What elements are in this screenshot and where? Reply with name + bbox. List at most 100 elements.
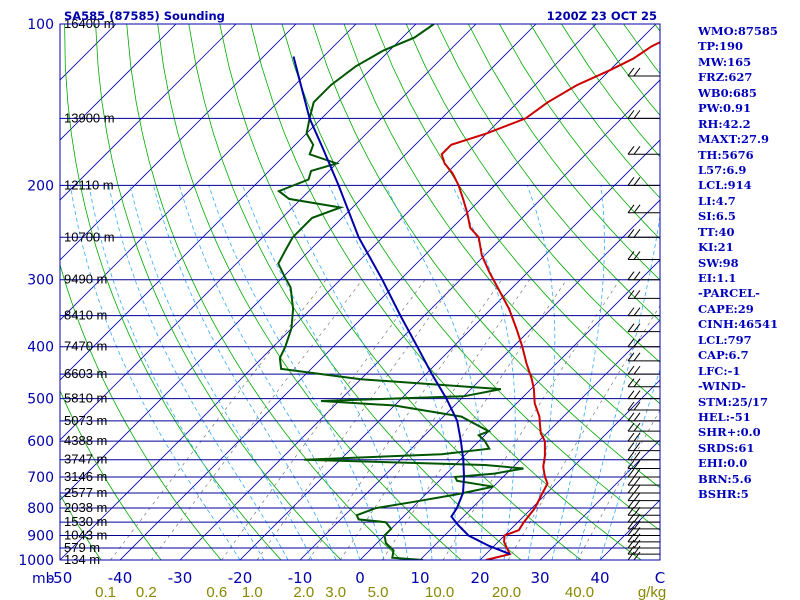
isotherm-line [60,24,297,261]
wind-barb [627,110,660,119]
mixing-ratio-line [256,279,457,560]
pressure-tick-label: 400 [27,340,54,356]
wind-barb [627,338,660,348]
station-title: SA585 (87585) Sounding [64,9,225,23]
wind-barb-flag [633,545,641,555]
wind-barb [627,177,660,186]
wind-barb-flag [633,422,641,432]
mixing-ratio-line [151,279,363,560]
dry-adiabat-line [188,24,522,560]
wind-barb-flag [627,451,635,461]
index-item: MW:165 [698,54,752,69]
temperature-tick-label: -50 [48,569,73,587]
wind-barb-flag [627,110,635,119]
mixing-ratio-line [221,279,426,560]
index-item: SI:6.5 [698,209,736,224]
index-item: SHR+:0.0 [698,425,761,440]
wind-barb-flag [633,290,641,299]
index-item: CAPE:29 [698,301,754,316]
height-label: 4388 m [64,433,107,448]
wind-barb-flag [633,145,641,155]
wind-barb [627,401,660,411]
index-item: WMO:87585 [698,24,778,38]
temperature-tick-label: 30 [530,569,549,587]
wind-barb-flag [627,251,635,260]
wind-barb-flag [633,492,641,501]
wind-barb-flag [633,365,641,375]
index-item: FRZ:627 [698,70,753,85]
temperature-tick-label: 20 [470,569,489,587]
wind-barb-flag [633,451,641,461]
wind-barb-flag [633,228,641,238]
dry-adiabat-line [95,24,342,560]
wind-barb-flag [633,401,641,411]
wind-barb [627,551,660,560]
wind-barb [627,492,660,502]
wind-barb-flag [627,378,635,388]
index-item: LI:4.7 [698,193,736,208]
wind-barb-flag [633,352,641,362]
isotherm-line [359,259,660,560]
wind-barb-flag [627,468,635,478]
height-label: 3146 m [64,469,107,484]
index-item: SW:98 [698,255,739,270]
temperature-tick-label: C [655,569,665,587]
wind-barb-flag [633,67,641,77]
wind-barb [627,460,660,470]
wind-barb-flag [627,365,635,375]
index-item: BSHR:5 [698,487,749,502]
index-item: CAP:6.7 [698,348,749,363]
wind-barb-flag [627,390,635,399]
chart-grid [60,24,660,560]
isotherm-line [539,439,660,560]
wind-barb-flag [627,499,635,509]
wind-barb-flag [633,468,641,478]
height-label: 5810 m [64,391,107,406]
wind-barb [627,378,660,388]
wind-barb-flag [627,422,635,432]
wind-barb-flag [627,412,635,422]
height-label: 2038 m [64,500,107,515]
wind-barb-flag [627,145,635,155]
temperature-line [440,41,660,560]
moist-adiabat-line [108,185,289,560]
wind-barb-flag [633,484,641,494]
wind-barb-flag [627,338,635,348]
index-item: HEL:-51 [698,409,751,424]
mixing-ratio-label: 1.0 [242,584,263,600]
index-item: STM:25/17 [698,394,769,409]
index-item: MAXT:27.9 [698,132,769,147]
wind-barb-flag [633,442,641,451]
mixing-ratio-line [340,279,531,560]
wind-barb-flag [633,499,641,509]
dewpoint-line [276,24,524,560]
height-label: 1043 m [64,527,107,542]
height-label: 2577 m [64,485,107,500]
index-item: TT:40 [698,224,735,239]
wind-barb-flag [633,307,641,316]
wind-barb [627,271,660,281]
index-item: EI:1.1 [698,271,737,285]
index-item: SRDS:61 [698,440,755,455]
wind-barb-flag [633,251,641,260]
wind-barb-flag [627,290,635,299]
mixing-ratio-label: 0.6 [206,584,227,600]
wind-barb-flag [627,177,635,186]
wind-barb [627,545,660,555]
temperature-tick-label: -10 [288,569,313,587]
pressure-tick-label: 600 [27,434,54,450]
height-label: 8410 m [64,308,107,323]
wind-barb-flag [633,390,641,399]
moist-adiabat-line [452,185,516,560]
profile-lines [276,24,660,560]
wind-barb [627,412,660,422]
mixing-ratio-label: 40.0 [565,584,594,600]
wind-barb-flag [627,545,635,555]
pressure-unit-label: mb [32,571,55,587]
pressure-tick-label: 700 [27,470,54,486]
pressure-tick-label: 300 [27,273,54,289]
height-label: 10700 m [64,229,115,244]
moist-adiabat-line [179,185,361,560]
